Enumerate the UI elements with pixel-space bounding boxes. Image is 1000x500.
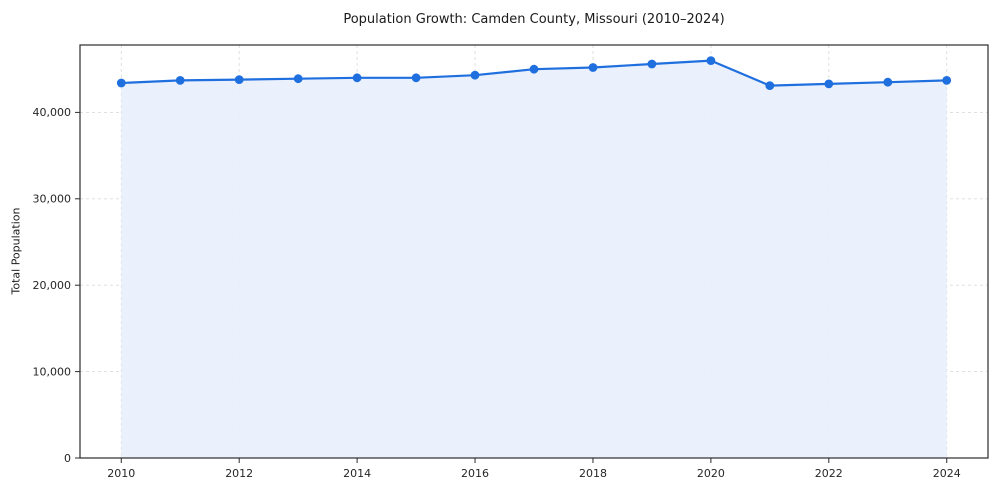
data-point [293, 74, 303, 84]
data-point [175, 76, 185, 85]
data-point [824, 79, 834, 89]
x-tick-label: 2012 [225, 467, 253, 480]
x-axis-ticks: 2010 2012 2014 2016 2018 2020 2022 2024 [107, 458, 961, 480]
y-tick-label: 30,000 [33, 193, 72, 206]
x-tick-label: 2016 [461, 467, 489, 480]
data-point [352, 73, 362, 83]
axes-frame [79, 44, 989, 459]
data-point [116, 78, 126, 88]
x-tick-label: 2010 [107, 467, 135, 480]
data-point [234, 75, 244, 84]
data-points [116, 56, 952, 90]
data-point [647, 59, 657, 69]
data-point [470, 70, 480, 80]
area-fill [121, 60, 947, 458]
data-point [883, 77, 893, 87]
x-tick-label: 2024 [933, 467, 961, 480]
data-point [411, 73, 421, 83]
data-point [529, 64, 539, 74]
y-tick-label: 0 [64, 452, 71, 465]
y-tick-label: 20,000 [33, 279, 72, 292]
chart-title: Population Growth: Camden County, Missou… [343, 12, 725, 27]
y-tick-label: 40,000 [33, 106, 72, 119]
data-point [765, 81, 775, 90]
y-tick-label: 10,000 [33, 365, 72, 378]
data-point [588, 63, 598, 72]
data-point [706, 56, 716, 65]
x-tick-label: 2018 [579, 467, 607, 480]
x-tick-label: 2020 [697, 467, 725, 480]
data-point [942, 76, 952, 85]
y-axis-ticks: 0 10,000 20,000 30,000 40,000 [33, 106, 80, 465]
x-tick-label: 2014 [343, 467, 371, 480]
x-tick-label: 2022 [815, 467, 843, 480]
